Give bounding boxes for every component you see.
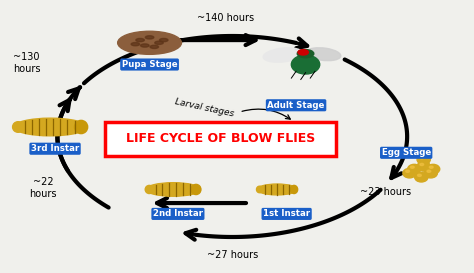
Ellipse shape — [191, 184, 201, 195]
Ellipse shape — [263, 48, 302, 62]
FancyBboxPatch shape — [105, 121, 336, 156]
Text: Adult Stage: Adult Stage — [267, 101, 325, 110]
Ellipse shape — [306, 48, 341, 61]
Ellipse shape — [417, 162, 430, 171]
Text: ~22
hours: ~22 hours — [29, 177, 57, 199]
Text: ~27 hours: ~27 hours — [207, 250, 258, 260]
Ellipse shape — [429, 166, 433, 168]
Ellipse shape — [257, 184, 297, 195]
Ellipse shape — [136, 38, 145, 42]
Text: 3rd Instar: 3rd Instar — [31, 144, 79, 153]
Text: Egg Stage: Egg Stage — [382, 148, 431, 157]
Ellipse shape — [14, 118, 87, 136]
Ellipse shape — [159, 38, 168, 42]
Ellipse shape — [131, 43, 140, 46]
Ellipse shape — [74, 120, 88, 133]
Ellipse shape — [141, 44, 149, 47]
Ellipse shape — [297, 50, 314, 58]
Text: Pupa Stage: Pupa Stage — [122, 60, 177, 69]
Ellipse shape — [150, 45, 158, 49]
Ellipse shape — [417, 155, 430, 164]
Ellipse shape — [406, 170, 410, 172]
Text: ~130
hours: ~130 hours — [13, 52, 40, 74]
Ellipse shape — [256, 186, 263, 193]
Ellipse shape — [410, 166, 414, 168]
Ellipse shape — [408, 164, 421, 174]
Ellipse shape — [415, 173, 428, 182]
Ellipse shape — [418, 174, 421, 176]
Text: 1st Instar: 1st Instar — [263, 209, 310, 218]
Ellipse shape — [420, 157, 424, 159]
Ellipse shape — [145, 185, 154, 194]
Text: LIFE CYCLE OF BLOW FLIES: LIFE CYCLE OF BLOW FLIES — [126, 132, 315, 145]
Ellipse shape — [13, 122, 24, 132]
Text: ~23 hours: ~23 hours — [360, 187, 411, 197]
Ellipse shape — [403, 168, 416, 178]
Ellipse shape — [118, 31, 182, 54]
Text: 2nd Instar: 2nd Instar — [153, 209, 203, 218]
Ellipse shape — [291, 185, 298, 194]
Text: Larval stages: Larval stages — [173, 97, 234, 119]
Text: ~140 hours: ~140 hours — [197, 13, 254, 23]
Ellipse shape — [427, 170, 431, 172]
Ellipse shape — [292, 55, 319, 74]
Ellipse shape — [146, 183, 201, 196]
Ellipse shape — [155, 41, 163, 44]
Ellipse shape — [427, 164, 440, 174]
Ellipse shape — [298, 50, 309, 55]
Ellipse shape — [420, 163, 424, 165]
Ellipse shape — [424, 168, 438, 178]
Ellipse shape — [146, 36, 154, 39]
